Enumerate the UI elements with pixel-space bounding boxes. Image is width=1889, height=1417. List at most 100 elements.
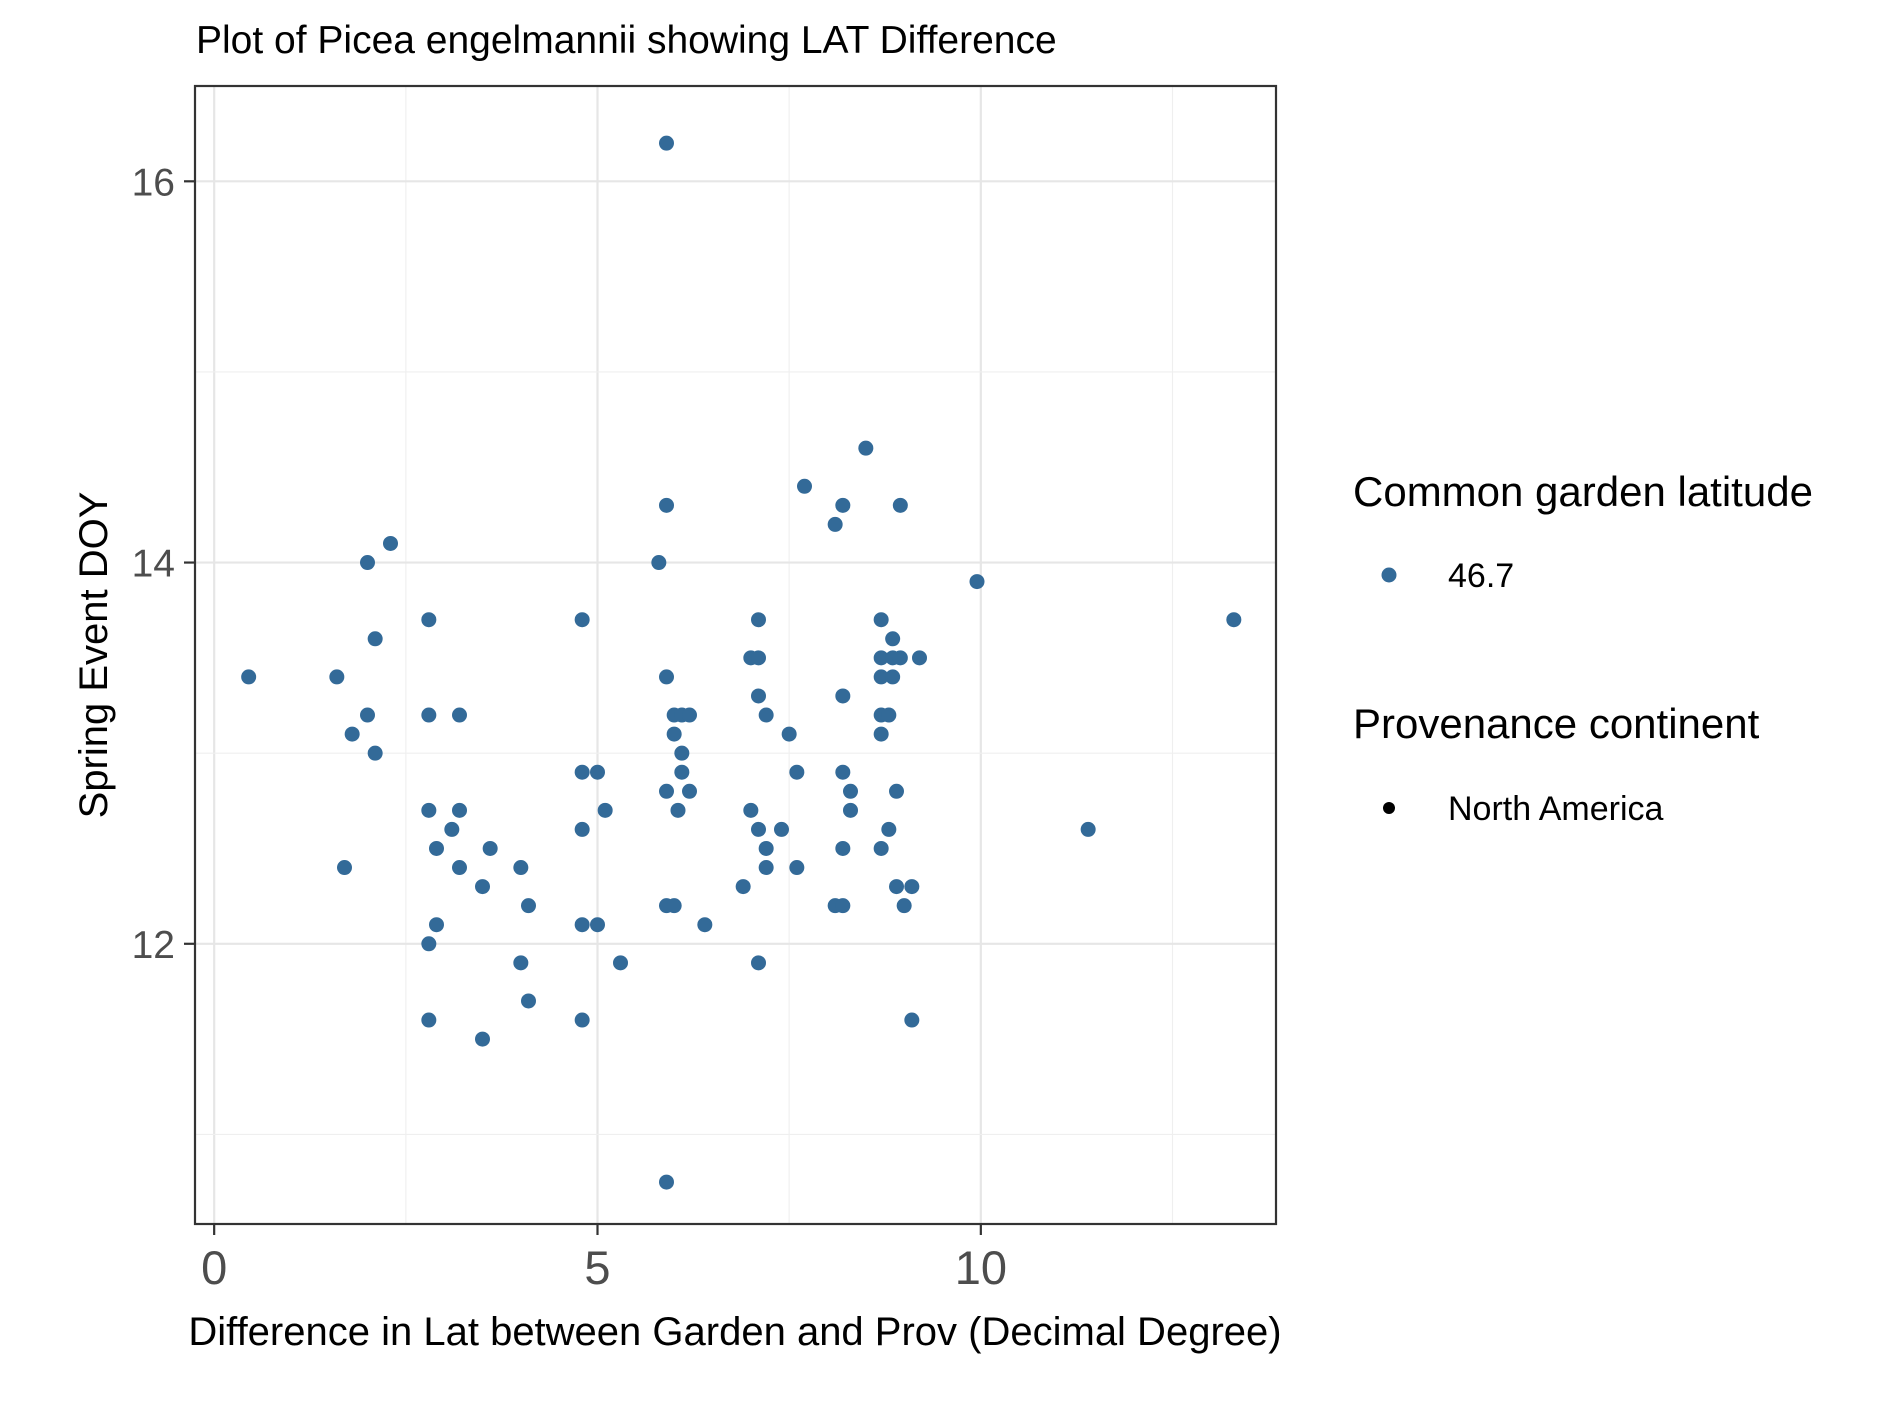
data-point bbox=[858, 440, 874, 456]
data-point bbox=[885, 669, 901, 685]
data-point bbox=[885, 631, 901, 647]
data-point bbox=[873, 612, 889, 628]
data-point bbox=[881, 821, 897, 837]
data-point bbox=[597, 802, 613, 818]
axis-ticks: 0 5 10 12 14 16 bbox=[132, 161, 1007, 1294]
legend-title: Common garden latitude bbox=[1353, 468, 1813, 515]
data-point bbox=[674, 764, 690, 780]
data-point bbox=[482, 840, 498, 856]
data-point bbox=[574, 917, 590, 933]
data-point bbox=[843, 802, 858, 818]
legend-title: Provenance continent bbox=[1353, 700, 1760, 747]
data-point bbox=[1226, 612, 1242, 628]
data-point bbox=[452, 707, 467, 723]
y-tick-label: 16 bbox=[132, 161, 175, 204]
data-point bbox=[521, 898, 536, 914]
plot-panel-border bbox=[193, 84, 1278, 1226]
data-point bbox=[429, 840, 444, 856]
x-axis-label: Difference in Lat between Garden and Pro… bbox=[188, 1310, 1281, 1354]
data-point bbox=[360, 555, 375, 571]
data-point bbox=[666, 898, 682, 914]
data-point bbox=[774, 821, 789, 837]
data-point bbox=[337, 860, 352, 876]
data-point bbox=[751, 612, 766, 628]
data-point bbox=[682, 783, 697, 799]
y-tick-label: 12 bbox=[132, 924, 175, 967]
data-point bbox=[889, 879, 904, 895]
data-point bbox=[659, 1174, 674, 1190]
data-point bbox=[873, 650, 889, 666]
data-point bbox=[444, 821, 460, 837]
data-point bbox=[241, 669, 257, 685]
data-point bbox=[659, 783, 674, 799]
data-point bbox=[452, 860, 467, 876]
data-point bbox=[896, 898, 912, 914]
data-point bbox=[751, 688, 766, 704]
data-point bbox=[843, 783, 858, 799]
data-point bbox=[429, 917, 444, 933]
data-point bbox=[367, 745, 383, 761]
data-point bbox=[743, 802, 759, 818]
data-point bbox=[682, 707, 697, 723]
data-point bbox=[574, 821, 590, 837]
data-point bbox=[904, 1012, 920, 1028]
data-point bbox=[452, 802, 467, 818]
x-tick-label: 10 bbox=[955, 1241, 1007, 1294]
data-point bbox=[360, 707, 375, 723]
data-point bbox=[344, 726, 360, 742]
data-point bbox=[835, 764, 851, 780]
data-point bbox=[421, 936, 437, 952]
data-point bbox=[574, 612, 590, 628]
data-point bbox=[751, 821, 766, 837]
data-point bbox=[421, 707, 437, 723]
data-point bbox=[666, 726, 682, 742]
data-point bbox=[613, 955, 628, 971]
data-point bbox=[329, 669, 345, 685]
data-point bbox=[758, 860, 774, 876]
x-tick-label: 0 bbox=[201, 1241, 227, 1294]
data-point bbox=[758, 840, 774, 856]
data-point bbox=[835, 688, 851, 704]
data-point bbox=[574, 764, 590, 780]
data-point bbox=[904, 879, 920, 895]
data-point bbox=[751, 650, 766, 666]
data-point bbox=[521, 993, 536, 1009]
data-point bbox=[758, 707, 774, 723]
data-point bbox=[659, 669, 674, 685]
data-point bbox=[421, 802, 437, 818]
data-point bbox=[892, 650, 908, 666]
legend-key bbox=[1383, 802, 1395, 814]
data-point bbox=[421, 612, 437, 628]
data-point bbox=[789, 860, 805, 876]
data-point bbox=[827, 516, 843, 532]
y-tick-label: 14 bbox=[132, 543, 175, 586]
data-point bbox=[697, 917, 713, 933]
data-point bbox=[513, 860, 529, 876]
data-point bbox=[651, 555, 667, 571]
data-point bbox=[835, 840, 851, 856]
data-point bbox=[1080, 821, 1096, 837]
data-point bbox=[659, 497, 674, 513]
data-point bbox=[797, 478, 812, 494]
data-point bbox=[590, 917, 605, 933]
data-point bbox=[367, 631, 383, 647]
data-point bbox=[421, 1012, 437, 1028]
legend-label: North America bbox=[1448, 790, 1663, 828]
data-point bbox=[475, 1031, 490, 1047]
data-point bbox=[873, 669, 889, 685]
x-tick-label: 5 bbox=[584, 1241, 610, 1294]
chart-title: Plot of Picea engelmannii showing LAT Di… bbox=[196, 19, 1057, 62]
data-point bbox=[892, 497, 908, 513]
data-point bbox=[670, 802, 686, 818]
data-point bbox=[789, 764, 805, 780]
data-point bbox=[674, 745, 690, 761]
data-point bbox=[781, 726, 797, 742]
data-point bbox=[751, 955, 766, 971]
data-point bbox=[383, 535, 398, 551]
data-point bbox=[835, 898, 851, 914]
legend: Common garden latitude 46.7 Provenance con… bbox=[1353, 468, 1813, 828]
data-point bbox=[475, 879, 490, 895]
data-point bbox=[912, 650, 927, 666]
data-point bbox=[873, 840, 889, 856]
